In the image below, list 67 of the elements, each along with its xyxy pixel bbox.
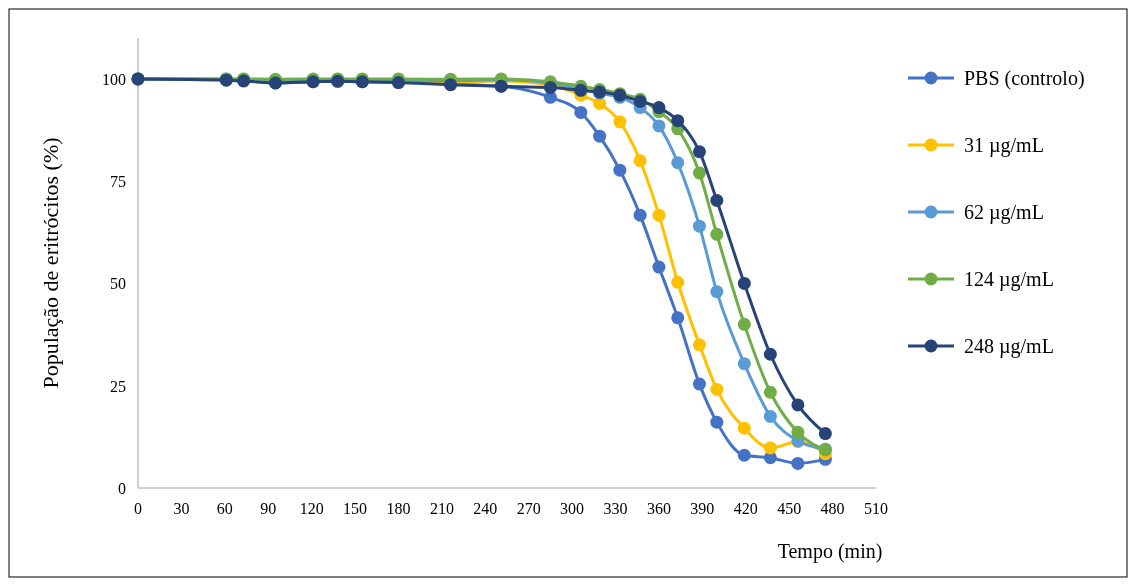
x-tick-label: 480: [820, 500, 845, 517]
x-tick-label: 450: [777, 500, 802, 517]
x-tick-label: 180: [386, 500, 411, 517]
point: [633, 154, 647, 168]
point: [613, 115, 627, 129]
point: [652, 101, 666, 115]
legend-label: 31 µg/mL: [964, 134, 1044, 157]
point: [763, 385, 777, 399]
x-tick-label: 300: [560, 500, 585, 517]
point: [671, 275, 685, 289]
x-tick-label: 30: [173, 500, 190, 517]
y-axis-title: População de eritrócitos (%): [38, 137, 63, 389]
x-tick-label: 510: [864, 500, 888, 517]
x-tick-label: 150: [343, 500, 368, 517]
x-axis-title: Tempo (min): [777, 540, 883, 563]
x-tick-label: 240: [473, 500, 498, 517]
point: [763, 347, 777, 361]
legend-label: 124 µg/mL: [964, 268, 1054, 291]
point: [692, 377, 706, 391]
point: [763, 409, 777, 423]
point: [574, 105, 588, 119]
point: [652, 208, 666, 222]
x-tick-label: 360: [646, 500, 671, 517]
point: [593, 129, 607, 143]
point: [692, 166, 706, 180]
point: [791, 398, 805, 412]
point: [791, 425, 805, 439]
point: [737, 448, 751, 462]
point: [633, 208, 647, 222]
y-tick-label: 0: [118, 480, 126, 497]
x-tick-label: 60: [216, 500, 233, 517]
point: [652, 119, 666, 133]
point: [710, 193, 724, 207]
point: [818, 427, 832, 441]
point: [671, 114, 685, 128]
point: [737, 317, 751, 331]
y-tick-label: 25: [110, 377, 126, 395]
point: [671, 311, 685, 325]
y-tick-label: 50: [110, 275, 126, 293]
x-tick-label: 90: [260, 500, 277, 517]
point: [737, 421, 751, 435]
x-tick-label: 0: [134, 500, 142, 517]
point: [692, 338, 706, 352]
point: [737, 276, 751, 290]
legend-label: 62 µg/mL: [964, 201, 1044, 224]
point: [671, 156, 685, 170]
point: [710, 227, 724, 241]
y-tick-label: 100: [102, 70, 126, 88]
legend-label: PBS (controlo): [964, 67, 1085, 90]
point: [710, 382, 724, 396]
x-tick-label: 330: [603, 500, 628, 517]
x-tick-label: 420: [733, 500, 758, 517]
point: [710, 415, 724, 429]
point: [652, 260, 666, 274]
x-tick-label: 390: [690, 500, 715, 517]
legend-label: 248 µg/mL: [964, 335, 1054, 358]
point: [763, 441, 777, 455]
point: [692, 219, 706, 233]
x-tick-label: 270: [516, 500, 541, 517]
point: [791, 456, 805, 470]
y-tick-label: 75: [110, 173, 126, 191]
x-tick-label: 120: [299, 500, 324, 517]
point: [692, 145, 706, 159]
point: [710, 285, 724, 299]
point: [737, 357, 751, 371]
point: [613, 163, 627, 177]
x-tick-label: 210: [429, 500, 454, 517]
